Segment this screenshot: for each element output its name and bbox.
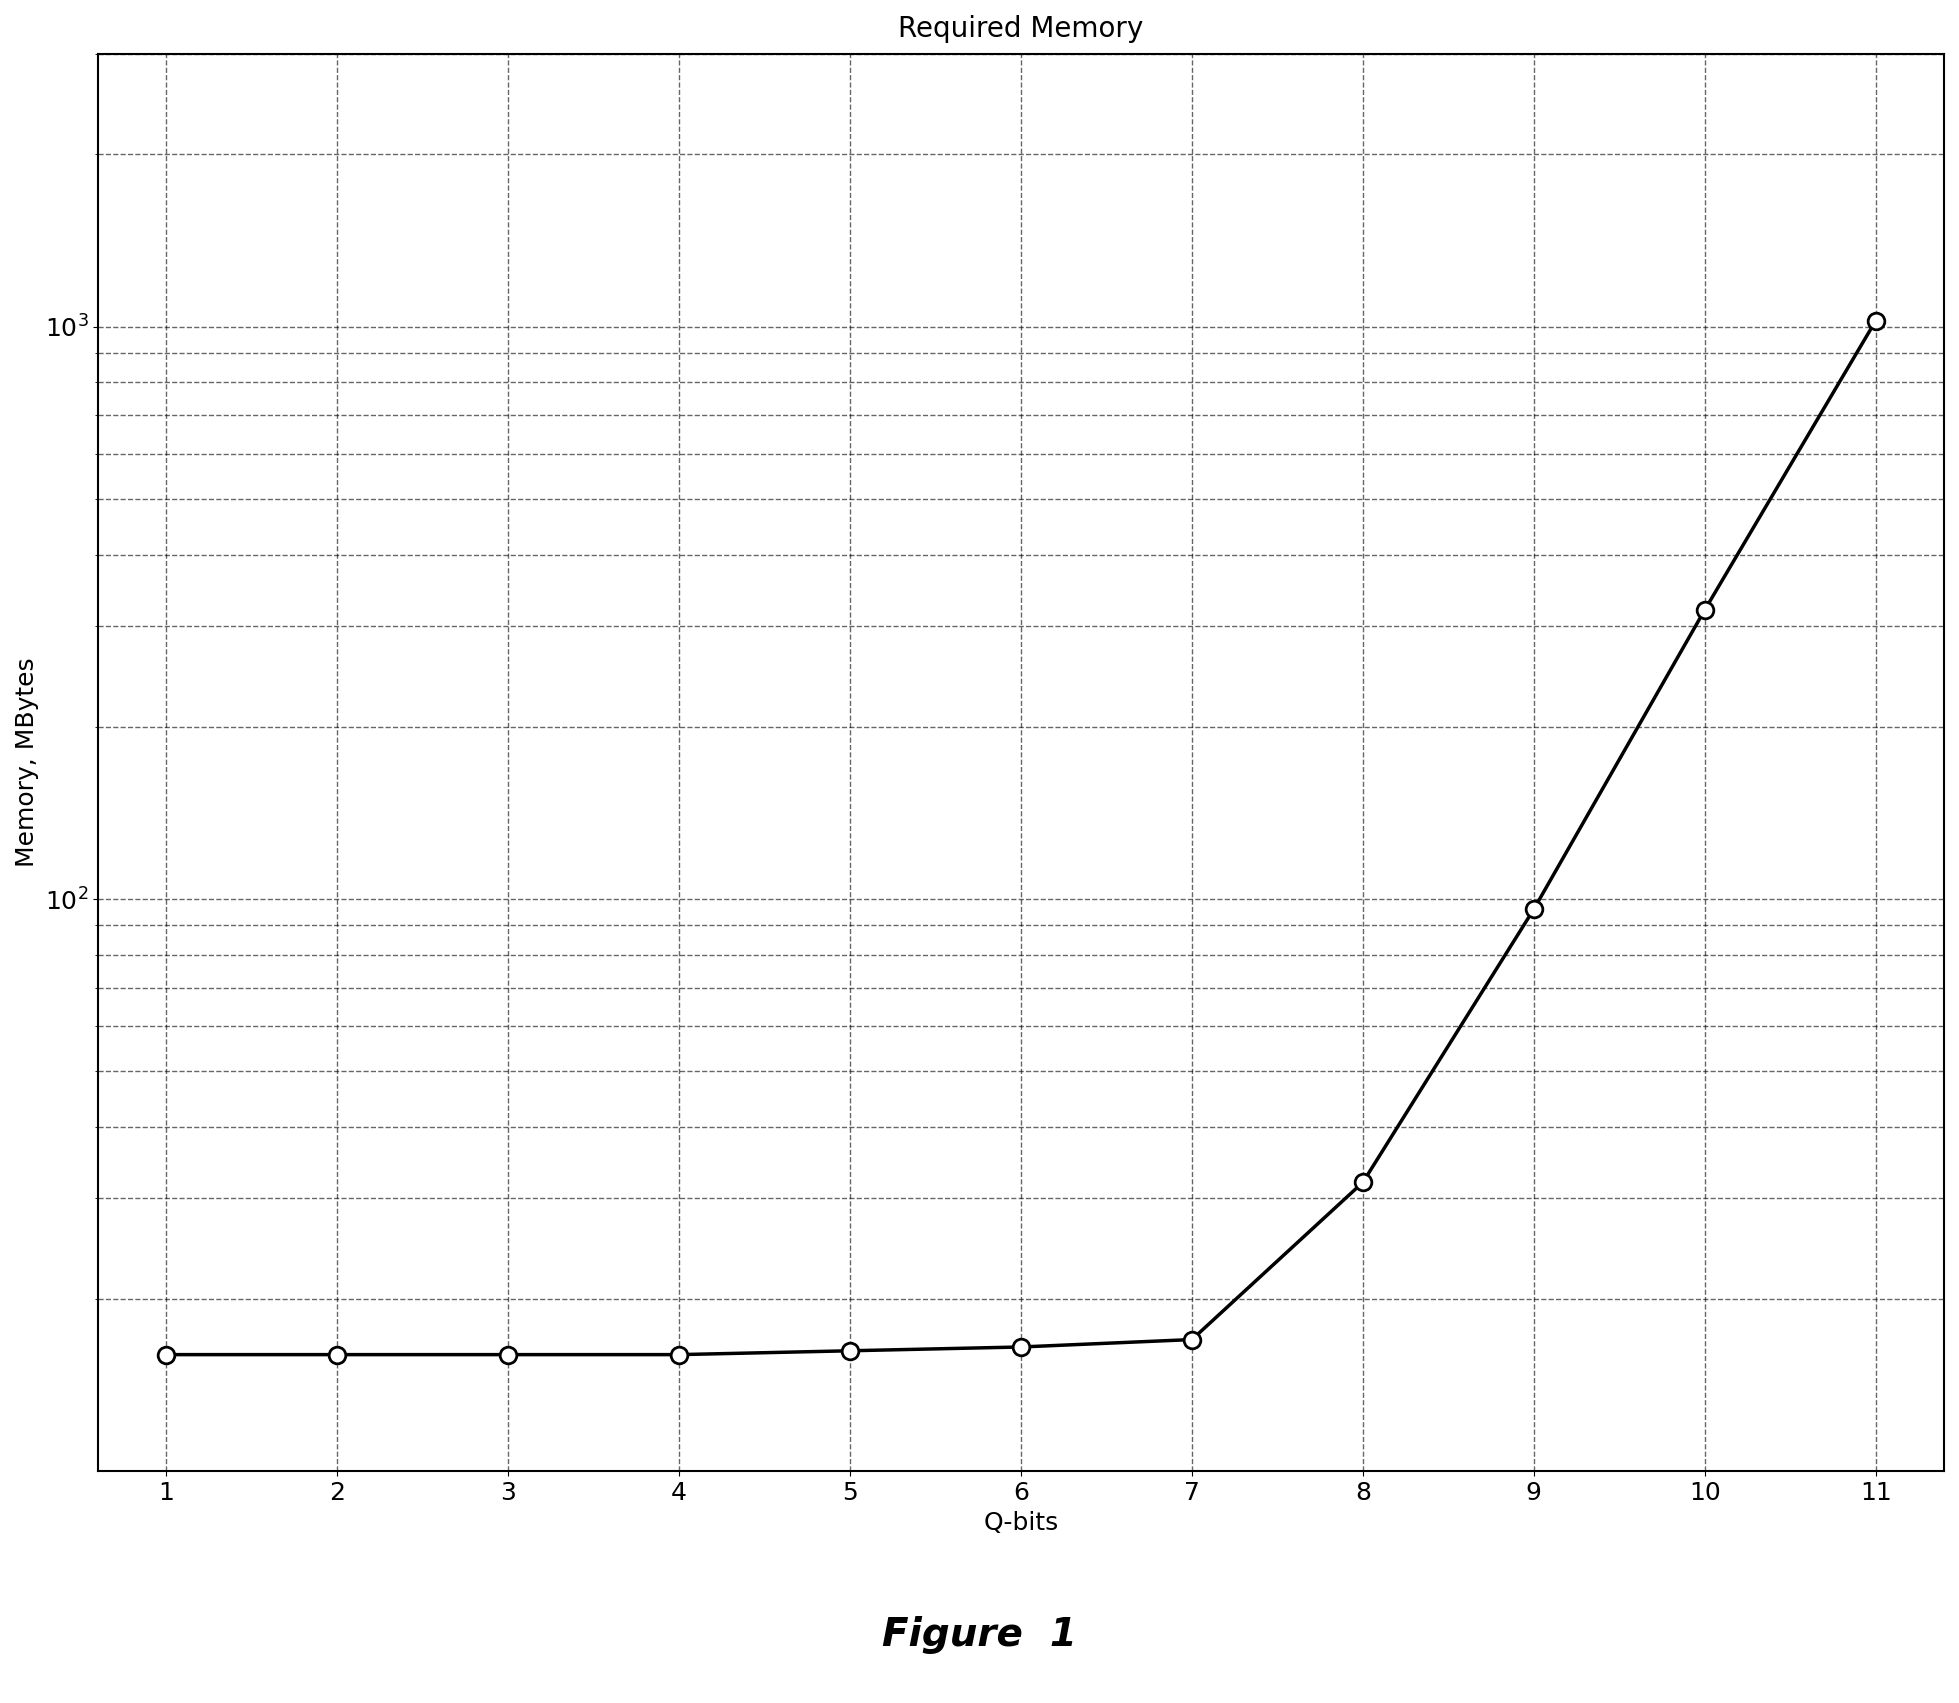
Y-axis label: Memory, MBytes: Memory, MBytes bbox=[16, 657, 39, 867]
Text: Figure  1: Figure 1 bbox=[882, 1616, 1077, 1654]
Title: Required Memory: Required Memory bbox=[899, 15, 1144, 43]
X-axis label: Q-bits: Q-bits bbox=[983, 1511, 1058, 1534]
